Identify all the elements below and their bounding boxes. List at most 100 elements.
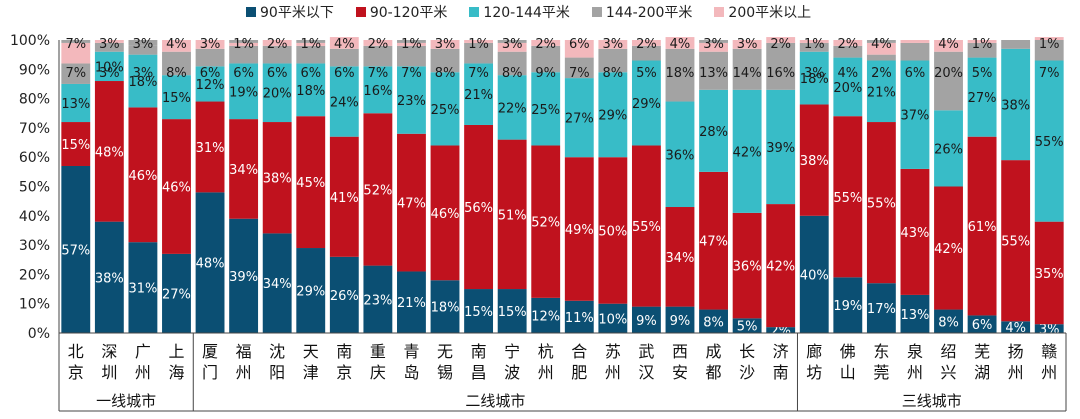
data-label: 6% [233, 66, 254, 81]
data-label: 57% [61, 243, 90, 258]
data-label: 6% [267, 66, 288, 81]
data-label: 38% [800, 154, 829, 169]
data-label: 28% [699, 125, 728, 140]
data-label: 46% [128, 169, 157, 184]
bar-segment [329, 37, 359, 49]
bar-segment [195, 40, 225, 49]
category-label: 成 [706, 342, 722, 361]
bar-remainder [128, 40, 158, 46]
data-label: 55% [1035, 135, 1064, 150]
data-label: 39% [766, 141, 795, 156]
data-label: 2% [267, 37, 288, 52]
bar-segment [564, 40, 594, 58]
data-label: 10% [95, 60, 124, 75]
data-label: 8% [703, 315, 724, 330]
category-label: 无 [437, 342, 453, 361]
y-tick-label: 30% [19, 238, 50, 254]
data-label: 36% [733, 260, 762, 275]
data-label: 45% [296, 176, 325, 191]
bar-segment [799, 42, 829, 52]
category-label: 山 [840, 363, 856, 382]
bar-segment [967, 42, 997, 58]
data-label: 3% [703, 37, 724, 52]
data-label: 1% [468, 37, 489, 52]
category-label: 泉 [907, 342, 923, 361]
category-label: 重 [370, 342, 386, 361]
bar-remainder [497, 40, 527, 43]
bar-segment [195, 66, 225, 102]
bar-segment [631, 40, 661, 46]
data-label: 38% [1001, 98, 1030, 113]
legend-swatch [469, 7, 480, 17]
bar-segment [665, 207, 695, 307]
bar-segment [631, 45, 661, 61]
category-label: 赣 [1041, 342, 1057, 361]
bar-segment [531, 297, 561, 333]
bar-segment [531, 145, 561, 298]
bar-segment [262, 45, 292, 64]
bar-segment [162, 75, 191, 120]
category-label: 昌 [471, 363, 487, 382]
data-label: 12% [531, 309, 560, 324]
data-label: 1% [1039, 37, 1060, 52]
bar-segment [363, 265, 393, 333]
data-label: 29% [632, 97, 661, 112]
bar-segment [94, 40, 124, 43]
data-label: 8% [603, 66, 624, 81]
category-label: 州 [907, 363, 923, 382]
category-label: 南 [336, 342, 352, 361]
bar-segment [430, 48, 460, 73]
bar-segment [497, 139, 527, 290]
category-label: 湖 [974, 363, 990, 382]
bar-segment [967, 40, 997, 43]
category-label: 深 [101, 342, 117, 361]
bar-segment [699, 42, 728, 52]
bar-segment [128, 45, 158, 55]
category-label: 坊 [806, 363, 822, 382]
bar-segment [464, 63, 494, 125]
bar-segment [665, 48, 695, 102]
data-label: 16% [766, 66, 795, 81]
bar-segment [732, 48, 762, 90]
legend-label: 90-120平米 [369, 5, 448, 21]
data-label: 1% [972, 37, 993, 52]
category-label: 北 [68, 342, 84, 361]
category-label: 京 [336, 363, 352, 382]
data-label: 52% [363, 183, 392, 198]
data-label: 25% [531, 103, 560, 118]
category-label: 南 [773, 363, 789, 382]
data-label: 10% [598, 312, 627, 327]
data-label: 18% [128, 75, 157, 90]
bar-segment [1034, 60, 1064, 222]
bar-segment [61, 63, 91, 84]
data-label: 27% [162, 287, 191, 302]
bar-segment [598, 40, 628, 49]
data-label: 24% [330, 96, 359, 111]
data-label: 6% [334, 66, 355, 81]
bar-segment [799, 51, 829, 105]
data-label: 52% [531, 216, 560, 231]
category-label: 青 [403, 342, 419, 361]
data-label: 27% [565, 112, 594, 127]
bar-segment [699, 171, 728, 310]
category-label: 圳 [101, 363, 117, 382]
bar-segment [766, 37, 796, 43]
legend-label: 90平米以下 [260, 5, 334, 21]
bar-segment [229, 45, 259, 64]
group-label: 二线城市 [465, 392, 525, 410]
data-label: 6% [569, 37, 590, 52]
legend: 90平米以下 90-120平米 120-144平米 144-200平米 200平… [246, 2, 811, 22]
data-label: 1% [300, 37, 321, 52]
data-label: 47% [397, 197, 426, 212]
category-label: 岛 [403, 363, 419, 382]
data-label: 27% [968, 91, 997, 106]
bar-segment [900, 294, 930, 333]
bar-segment [94, 42, 124, 52]
legend-label: 120-144平米 [483, 5, 570, 21]
data-label: 8% [166, 66, 187, 81]
data-label: 41% [330, 191, 359, 206]
bar-segment [464, 40, 494, 43]
category-label: 安 [672, 363, 688, 382]
data-label: 11% [565, 311, 594, 326]
